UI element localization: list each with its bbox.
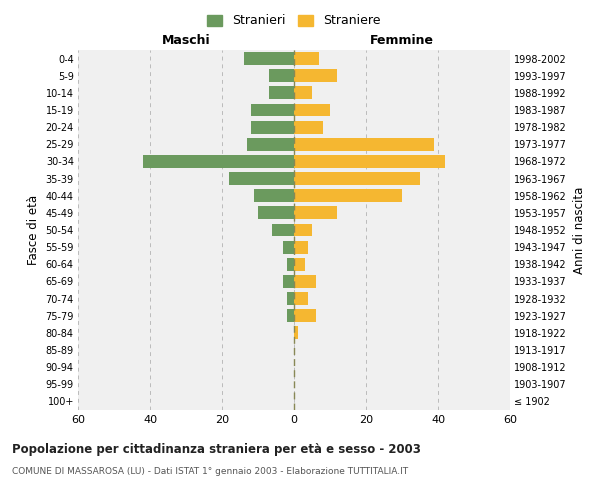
Bar bbox=[251, 120, 294, 134]
Bar bbox=[244, 52, 294, 65]
Text: Femmine: Femmine bbox=[370, 34, 434, 46]
Legend: Stranieri, Straniere: Stranieri, Straniere bbox=[202, 10, 386, 32]
Bar bbox=[294, 155, 445, 168]
Bar bbox=[269, 70, 294, 82]
Bar bbox=[283, 240, 294, 254]
Bar bbox=[287, 310, 294, 322]
Bar bbox=[294, 172, 420, 185]
Bar bbox=[294, 86, 312, 100]
Bar bbox=[294, 326, 298, 340]
Bar bbox=[294, 224, 312, 236]
Bar bbox=[294, 310, 316, 322]
Bar bbox=[287, 292, 294, 305]
Bar bbox=[143, 155, 294, 168]
Bar bbox=[254, 190, 294, 202]
Bar bbox=[294, 275, 316, 288]
Bar bbox=[294, 206, 337, 220]
Bar bbox=[294, 70, 337, 82]
Bar bbox=[229, 172, 294, 185]
Bar bbox=[294, 190, 402, 202]
Text: COMUNE DI MASSAROSA (LU) - Dati ISTAT 1° gennaio 2003 - Elaborazione TUTTITALIA.: COMUNE DI MASSAROSA (LU) - Dati ISTAT 1°… bbox=[12, 468, 408, 476]
Bar bbox=[294, 52, 319, 65]
Bar bbox=[294, 104, 330, 117]
Bar bbox=[258, 206, 294, 220]
Bar bbox=[287, 258, 294, 270]
Bar bbox=[294, 258, 305, 270]
Bar bbox=[294, 292, 308, 305]
Bar bbox=[283, 275, 294, 288]
Bar bbox=[294, 120, 323, 134]
Bar bbox=[269, 86, 294, 100]
Text: Popolazione per cittadinanza straniera per età e sesso - 2003: Popolazione per cittadinanza straniera p… bbox=[12, 442, 421, 456]
Bar bbox=[251, 104, 294, 117]
Bar bbox=[247, 138, 294, 150]
Bar bbox=[294, 138, 434, 150]
Bar bbox=[272, 224, 294, 236]
Y-axis label: Fasce di età: Fasce di età bbox=[27, 195, 40, 265]
Y-axis label: Anni di nascita: Anni di nascita bbox=[572, 186, 586, 274]
Bar bbox=[294, 240, 308, 254]
Text: Maschi: Maschi bbox=[161, 34, 211, 46]
